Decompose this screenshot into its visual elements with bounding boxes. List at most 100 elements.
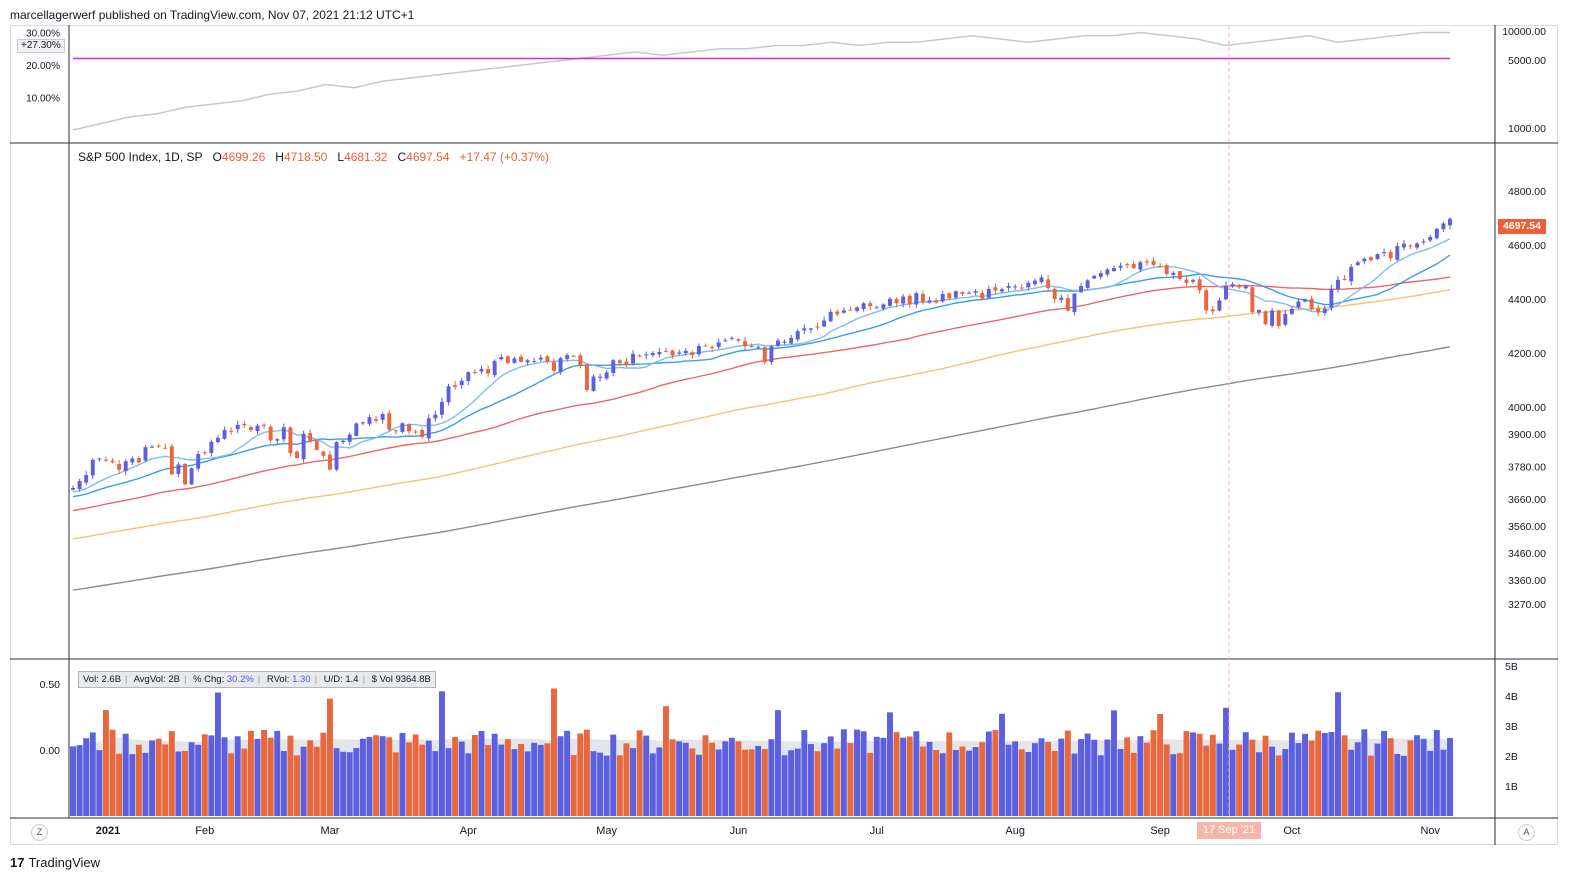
volume-bar	[979, 742, 986, 816]
ma50-line	[72, 276, 1451, 512]
auto-scale-button[interactable]: A	[1518, 824, 1535, 841]
candle-body	[242, 423, 247, 426]
volume-bar	[1236, 744, 1243, 816]
publisher-line: marcellagerwerf published on TradingView…	[10, 8, 415, 22]
candle-body	[90, 459, 95, 476]
candle-body	[367, 417, 372, 424]
candle-body	[439, 401, 444, 415]
volume-bar	[1190, 732, 1196, 816]
candle-body	[723, 340, 728, 342]
candle-body	[176, 464, 181, 474]
volume-bar	[663, 706, 669, 816]
candle-body	[624, 361, 629, 366]
candle-body	[163, 447, 168, 449]
volume-bar	[406, 742, 412, 816]
price-tick-label: 3560.00	[1508, 521, 1546, 533]
volume-bar	[603, 755, 610, 816]
candle-body	[670, 350, 675, 356]
price-tick-label: 3780.00	[1508, 461, 1546, 473]
candle-body	[1283, 313, 1288, 325]
volume-bar	[195, 744, 202, 816]
candle-body	[413, 431, 418, 433]
candle-body	[848, 309, 853, 311]
volume-bar	[1374, 743, 1381, 816]
volume-bar	[142, 752, 149, 816]
price-tick-label: 3360.00	[1508, 575, 1546, 587]
footer-brand: 17 TradingView	[10, 855, 100, 870]
candle-body	[288, 427, 293, 454]
volume-bar	[531, 742, 538, 816]
candle-body	[1415, 243, 1420, 248]
volume-bar	[564, 730, 571, 816]
candle-body	[1000, 289, 1004, 292]
candle-body	[1355, 262, 1360, 266]
volume-bar	[504, 739, 511, 816]
volume-bar	[412, 734, 419, 816]
candle-body	[776, 340, 780, 346]
volume-bar	[827, 736, 834, 816]
volume-bar	[807, 744, 814, 816]
volume-bar	[834, 748, 841, 816]
volume-bar	[999, 713, 1005, 816]
candle-body	[538, 357, 543, 360]
volume-panel	[70, 688, 1453, 816]
rs-line	[72, 31, 1450, 131]
candle-body	[183, 463, 187, 485]
candle-body	[374, 419, 379, 421]
candle-body	[901, 296, 906, 304]
candle-body	[591, 376, 596, 392]
legend-symbol[interactable]: S&P 500 Index, 1D, SP	[78, 150, 203, 164]
avgvol-value: 2B	[168, 674, 180, 685]
volume-bar	[1341, 735, 1348, 816]
candle-body	[769, 346, 774, 362]
volume-bar	[465, 753, 472, 816]
time-axis-label: Jul	[870, 825, 884, 837]
rs-panel	[72, 31, 1450, 131]
candle-body	[1224, 285, 1228, 300]
rvol-label: RVol:	[266, 674, 290, 685]
volume-bar	[939, 753, 946, 816]
candle-body	[1144, 261, 1149, 263]
candle-body	[136, 457, 141, 463]
volume-bar	[1433, 729, 1440, 816]
volume-bar	[551, 688, 557, 816]
volume-bar	[682, 742, 689, 816]
candle-body	[1289, 308, 1294, 314]
candle-body	[637, 355, 642, 357]
volume-bar	[570, 755, 577, 816]
volume-bar	[972, 747, 979, 816]
candle-body	[84, 475, 89, 483]
candle-body	[874, 307, 879, 309]
ma200-line	[72, 346, 1451, 591]
volume-bar	[1315, 730, 1322, 816]
rs-left-tick: 20.00%	[26, 61, 60, 72]
chg-label: % Chg:	[193, 674, 225, 685]
volume-bar	[709, 742, 716, 816]
volume-bar	[715, 749, 722, 816]
candle-body	[993, 287, 998, 291]
volume-bar	[261, 729, 268, 816]
volume-bar	[353, 747, 360, 816]
volume-bar	[1025, 751, 1032, 816]
legend-high: 4718.50	[283, 150, 328, 164]
volume-bar	[524, 751, 531, 816]
volume-bar	[452, 736, 459, 816]
volume-bar	[1394, 753, 1401, 816]
volume-bar	[1262, 735, 1269, 816]
time-axis-label: 2021	[96, 825, 120, 837]
volume-bar	[366, 736, 373, 816]
zoom-corner-button[interactable]: Z	[31, 824, 48, 841]
candle-body	[1382, 252, 1387, 254]
volume-bar	[76, 745, 83, 816]
ud-value: 1.4	[345, 674, 359, 685]
rs-right-tick: 1000.00	[1508, 123, 1546, 135]
candle-body	[235, 424, 240, 430]
candle-body	[1329, 288, 1334, 308]
candle-body	[1197, 279, 1202, 291]
candle-body	[729, 338, 734, 340]
candle-body	[1098, 273, 1103, 277]
candle-body	[400, 423, 405, 433]
candle-body	[1349, 266, 1354, 282]
candle-body	[696, 345, 701, 355]
